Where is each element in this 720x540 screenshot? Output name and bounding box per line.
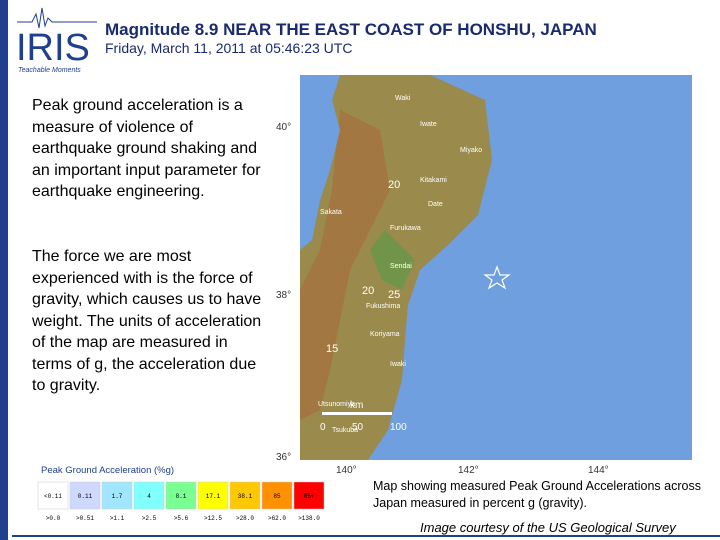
caption: Map showing measured Peak Ground Acceler…: [373, 479, 701, 510]
plain: [370, 230, 415, 290]
legend-top-label: 1.7: [112, 493, 123, 500]
legend-top-label: 85: [273, 493, 281, 500]
legend-cell: [197, 481, 229, 510]
lat-label: 38°: [276, 290, 291, 301]
legend-cell: [69, 481, 101, 510]
legend-bottom-label: >28.0: [236, 515, 254, 522]
legend-cell: [133, 481, 165, 510]
place-label: Sendai: [390, 263, 412, 270]
epicenter: [483, 265, 511, 290]
title: Magnitude 8.9 NEAR THE EAST COAST OF HON…: [105, 20, 597, 39]
place-label: Sakata: [320, 209, 342, 216]
legend-cell: [293, 481, 325, 510]
contour-label: 20: [388, 179, 400, 191]
lon-label: 142°: [458, 465, 479, 476]
seismogram: [17, 7, 97, 29]
legend-bottom-label: >0.51: [76, 515, 94, 522]
legend-top-label: 85+: [304, 493, 315, 500]
subtitle: Friday, March 11, 2011 at 05:46:23 UTC: [105, 40, 353, 56]
legend-cell: [229, 481, 261, 510]
place-label: Koriyama: [370, 331, 400, 338]
scale-unit: km: [350, 400, 363, 411]
logo: IRIS Teachable Moments: [16, 7, 97, 74]
legend-top-label: 4: [147, 493, 151, 500]
place-label: Utsunomiya: [318, 401, 355, 408]
legend-cell: [37, 481, 69, 510]
legend-bottom-label: >5.6: [174, 515, 189, 522]
legend-top-label: 38.1: [238, 493, 253, 500]
place-label: Date: [428, 201, 443, 208]
legend-top-label: 17.1: [206, 493, 221, 500]
sea-of-japan: [300, 75, 340, 250]
legend-bottom-label: >0.0: [46, 515, 61, 522]
scale-tick: 50: [352, 422, 364, 433]
credit: Image courtesy of the US Geological Surv…: [420, 520, 676, 535]
scale-bar: [322, 412, 392, 415]
place-label: Iwaki: [390, 361, 406, 368]
legend-top-label: 0.11: [78, 493, 93, 500]
legend-bottom-label: >12.5: [204, 515, 222, 522]
legend-bottom-label: >1.1: [110, 515, 125, 522]
legend: Peak Ground Acceleration (%g) <0.11 >0.0 0…: [37, 465, 325, 522]
legend-cell: [261, 481, 293, 510]
lat-label: 40°: [276, 122, 291, 133]
contour-label: 15: [326, 343, 338, 355]
place-label: Tsukuba: [332, 427, 358, 434]
place-label: Fukushima: [366, 303, 400, 310]
legend-bottom-label: >138.0: [298, 515, 320, 522]
logo-text: IRIS: [16, 27, 90, 69]
contour-label: 25: [388, 289, 400, 301]
paragraph: Peak ground acceleration is a measure of…: [32, 97, 261, 200]
map: Waki Iwate Miyako Kitakami Date Sakata F…: [276, 75, 692, 476]
place-label: Waki: [395, 95, 411, 102]
contour-label: 20: [362, 285, 374, 297]
logo-tagline: Teachable Moments: [18, 67, 81, 74]
side-bar: [0, 0, 8, 540]
legend-cell: [165, 481, 197, 510]
place-label: Miyako: [460, 147, 482, 154]
place-label: Kitakami: [420, 177, 447, 184]
legend-bottom-label: >62.0: [268, 515, 286, 522]
scale-tick: 0: [320, 422, 326, 433]
legend-top-label: 8.1: [176, 493, 187, 500]
legend-top-label: <0.11: [44, 493, 62, 500]
lat-label: 36°: [276, 452, 291, 463]
place-label: Furukawa: [390, 225, 421, 232]
paragraph: The force we are most experienced with i…: [32, 248, 262, 394]
bottom-rule: [12, 535, 720, 537]
lon-label: 140°: [336, 465, 357, 476]
legend-title: Peak Ground Acceleration (%g): [41, 465, 174, 476]
scale-tick: 100: [390, 422, 407, 433]
mountains: [300, 110, 390, 420]
legend-bottom-label: >2.5: [142, 515, 157, 522]
lon-label: 144°: [588, 465, 609, 476]
legend-cell: [101, 481, 133, 510]
place-label: Iwate: [420, 121, 437, 128]
